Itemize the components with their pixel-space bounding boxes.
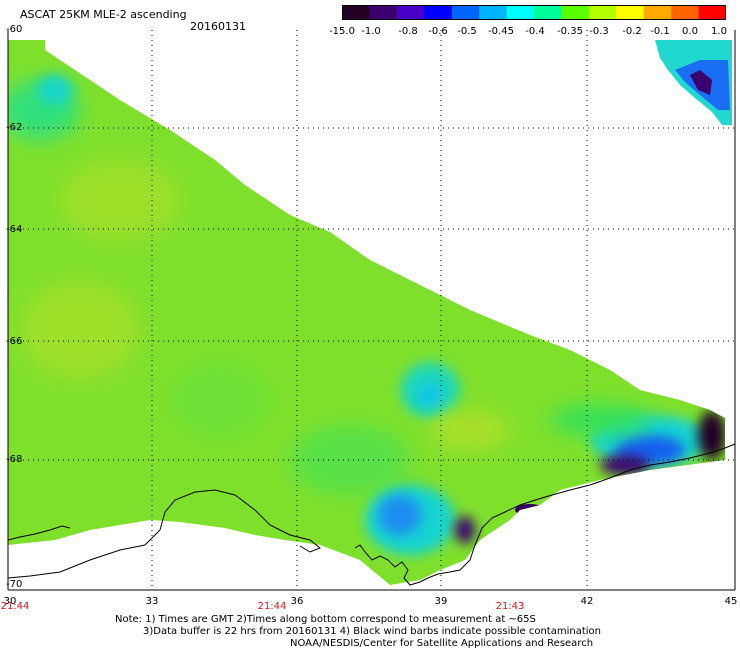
longitude-label: 33 — [145, 596, 159, 607]
colorbar-swatch — [671, 5, 700, 20]
colorbar-labels: -15.0 -1.0 -0.8 -0.6 -0.5 -0.45 -0.4 -0.… — [329, 26, 735, 40]
latitude-label: -60 — [6, 24, 23, 35]
colorbar-label: -0.2 — [622, 26, 642, 37]
time-label: 21:44 — [257, 601, 287, 612]
colorbar-swatch — [369, 5, 398, 20]
colorbar-label: -0.5 — [457, 26, 477, 37]
coastline — [7, 443, 736, 586]
longitude-label: 30 — [3, 596, 17, 607]
colorbar-label: -0.6 — [428, 26, 448, 37]
graticule — [8, 30, 735, 590]
latitude-label: -62 — [6, 122, 23, 133]
colorbar-label: -1.0 — [361, 26, 381, 37]
colorbar-swatch — [698, 5, 726, 20]
footnote-line: 3)Data buffer is 22 hrs from 20160131 4)… — [143, 626, 601, 637]
colorbar-label: -0.3 — [589, 26, 609, 37]
latitude-label: -68 — [6, 454, 23, 465]
colorbar-swatch — [588, 5, 617, 20]
colorbar-swatch — [643, 5, 672, 20]
colorbar-swatch — [616, 5, 645, 20]
colorbar-label: -0.8 — [398, 26, 418, 37]
product-date: 20160131 — [190, 20, 246, 33]
colorbar-border — [342, 5, 726, 20]
longitude-label: 42 — [580, 596, 594, 607]
colorbar-swatch — [479, 5, 508, 20]
longitude-label: 36 — [290, 596, 304, 607]
latitude-label: -64 — [6, 224, 23, 235]
colorbar-swatch — [506, 5, 535, 20]
colorbar-swatch — [424, 5, 453, 20]
colorbar-label: -15.0 — [329, 26, 355, 37]
footnote-line: Note: 1) Times are GMT 2)Times along bot… — [115, 614, 536, 625]
colorbar-swatch — [396, 5, 425, 20]
longitude-label: 39 — [434, 596, 448, 607]
colorbar-label: 1.0 — [711, 26, 727, 37]
colorbar — [342, 5, 726, 20]
colorbar-swatch — [561, 5, 590, 20]
colorbar-swatch — [534, 5, 562, 20]
colorbar-label: -0.1 — [650, 26, 670, 37]
map-frame — [7, 30, 736, 591]
latitude-label: -70 — [6, 579, 23, 590]
colorbar-swatch — [451, 5, 480, 20]
product-title: ASCAT 25KM MLE-2 ascending — [20, 8, 187, 21]
colorbar-swatch — [342, 5, 370, 20]
longitude-label: 45 — [724, 596, 738, 607]
colorbar-label: -0.4 — [525, 26, 545, 37]
latitude-label: -66 — [6, 336, 23, 347]
time-label: 21:43 — [495, 601, 525, 612]
swath-fill — [8, 40, 725, 585]
wind-swath — [8, 40, 732, 585]
time-label: 21:44 — [0, 601, 30, 612]
colorbar-label: -0.35 — [557, 26, 583, 37]
colorbar-label: 0.0 — [682, 26, 698, 37]
footnote-line: NOAA/NESDIS/Center for Satellite Applica… — [290, 638, 594, 649]
colorbar-label: -0.45 — [488, 26, 514, 37]
